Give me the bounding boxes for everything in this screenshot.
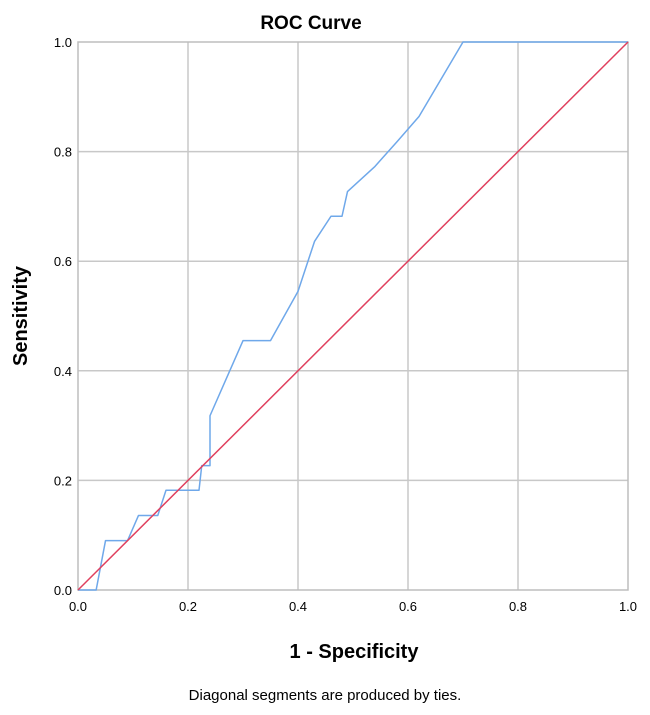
y-tick-label: 1.0: [54, 35, 72, 50]
x-tick-label: 0.0: [69, 599, 87, 614]
footnote: Diagonal segments are produced by ties.: [189, 687, 462, 704]
chart-title: ROC Curve: [260, 13, 361, 34]
y-tick-label: 0.8: [54, 145, 72, 160]
tick-labels: 0.0 0.2 0.4 0.6 0.8 1.0 0.0 0.2 0.4 0.6 0.8 1.0: [54, 35, 637, 614]
x-tick-label: 0.2: [179, 599, 197, 614]
roc-curve-line: [78, 41, 628, 591]
y-tick-label: 0.2: [54, 473, 72, 488]
x-tick-label: 1.0: [619, 599, 637, 614]
reference-diagonal-line: [77, 41, 629, 591]
plot-frame: [77, 41, 629, 591]
x-tick-label: 0.8: [509, 599, 527, 614]
y-tick-label: 0.6: [54, 254, 72, 269]
y-axis-label: Sensitivity: [10, 265, 32, 366]
series-lines: [77, 41, 629, 591]
y-tick-label: 0.0: [54, 583, 72, 598]
x-tick-label: 0.6: [399, 599, 417, 614]
y-tick-label: 0.4: [54, 364, 72, 379]
x-tick-label: 0.4: [289, 599, 307, 614]
x-axis-label: 1 - Specificity: [290, 641, 420, 663]
grid: [78, 42, 628, 590]
